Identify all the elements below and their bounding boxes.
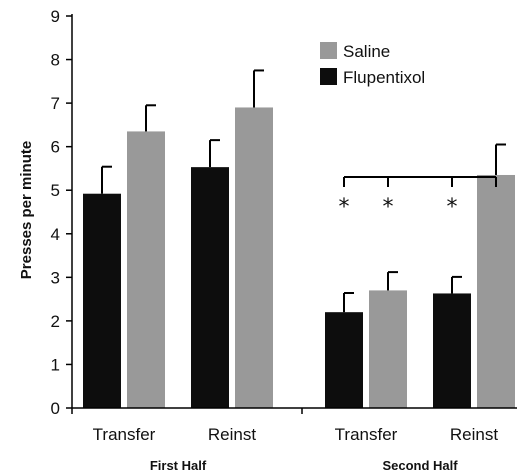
axes <box>71 14 517 414</box>
bars <box>83 107 515 408</box>
y-tick-label: 5 <box>51 181 60 200</box>
y-tick-label: 0 <box>51 399 60 418</box>
legend-swatch <box>320 42 337 59</box>
bar <box>127 131 165 408</box>
significance-star: * <box>383 195 394 220</box>
bar <box>83 193 121 408</box>
group-labels: First Half Second Half <box>150 458 458 473</box>
category-label: Reinst <box>208 425 256 444</box>
legend-label: Saline <box>343 42 390 61</box>
legend-swatch <box>320 68 337 85</box>
category-label: Transfer <box>93 425 156 444</box>
y-tick-label: 8 <box>51 51 60 70</box>
significance-star: * <box>447 195 458 220</box>
error-bars <box>101 69 506 313</box>
bar <box>191 167 229 408</box>
bar <box>235 107 273 408</box>
group-label: Second Half <box>382 458 458 473</box>
y-tick-label: 1 <box>51 355 60 374</box>
significance-annotation: * * * <box>339 176 497 220</box>
bar <box>477 174 515 408</box>
y-axis-label: Presses per minute <box>18 141 35 279</box>
category-label: Transfer <box>335 425 398 444</box>
significance-star: * <box>339 195 350 220</box>
group-label: First Half <box>150 458 207 473</box>
bar <box>369 290 407 408</box>
y-axis-ticks: 0 1 2 3 4 5 6 7 8 9 <box>51 7 72 418</box>
y-tick-label: 4 <box>51 225 60 244</box>
y-tick-label: 2 <box>51 312 60 331</box>
y-tick-label: 3 <box>51 268 60 287</box>
legend: Saline Flupentixol <box>320 42 425 87</box>
bar <box>433 293 471 408</box>
legend-label: Flupentixol <box>343 68 425 87</box>
category-label: Reinst <box>450 425 498 444</box>
y-tick-label: 7 <box>51 94 60 113</box>
bar <box>325 312 363 408</box>
y-tick-label: 6 <box>51 138 60 157</box>
y-tick-label: 9 <box>51 7 60 26</box>
category-labels: Transfer Reinst Transfer Reinst <box>93 425 499 444</box>
